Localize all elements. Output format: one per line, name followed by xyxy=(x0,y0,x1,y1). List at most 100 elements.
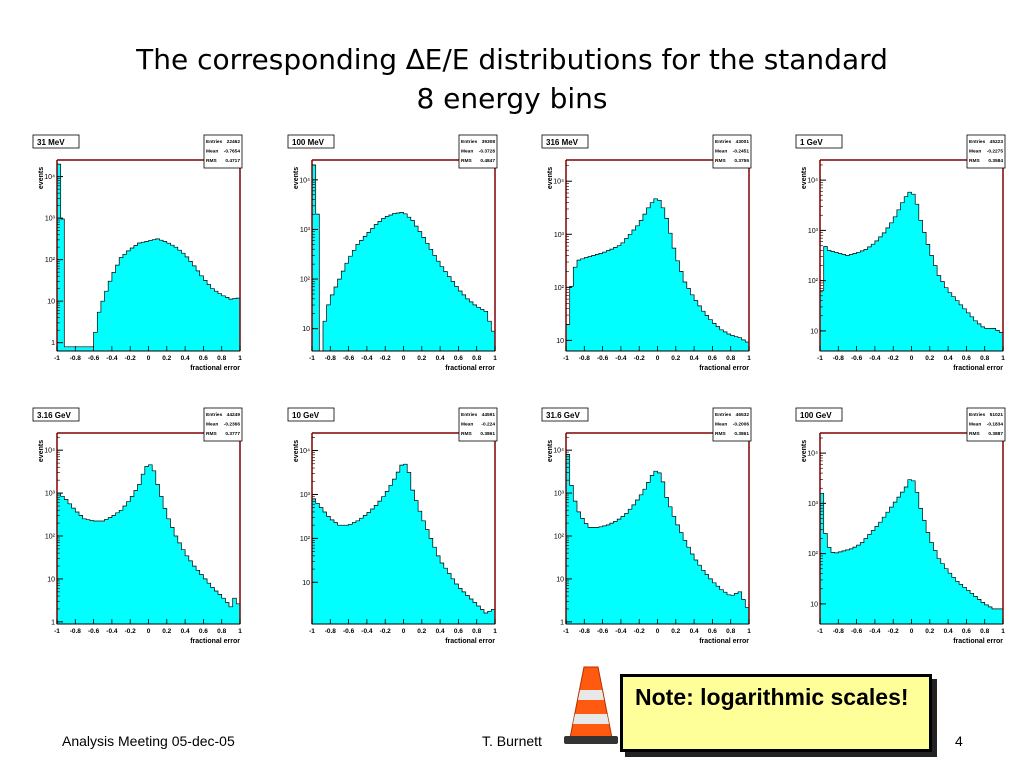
x-tick-label: 0.4 xyxy=(690,628,699,635)
y-tick-label: 10² xyxy=(808,551,819,558)
y-axis-label: events xyxy=(293,167,300,189)
x-tick-label: 0 xyxy=(147,628,151,635)
slide-title-line-1: The corresponding ∆E/E distributions for… xyxy=(136,43,888,76)
energy-label: 1 GeV xyxy=(800,138,823,147)
stats-label: RMS xyxy=(461,158,472,164)
histogram-svg: 10 10² 10³ 10⁴ -1 -0.8 -0.6 -0.4 -0.2 0 0.2 0.4 0.6 0… xyxy=(287,407,498,645)
x-axis-label: fractional error xyxy=(953,638,1003,645)
x-tick-label: 0.8 xyxy=(217,628,226,635)
x-tick-label: 0.8 xyxy=(980,628,989,635)
stats-label: Mean xyxy=(715,149,727,155)
y-tick-label: 10⁴ xyxy=(553,179,564,186)
energy-label-box xyxy=(287,407,335,422)
note-text: Note: logarithmic scales! xyxy=(635,684,909,710)
energy-label-box xyxy=(541,134,589,149)
stats-label: Entries xyxy=(206,139,223,145)
x-tick-label: 1 xyxy=(1001,355,1005,362)
stats-value: 22462 xyxy=(227,139,241,145)
x-tick-label: -0.8 xyxy=(325,355,337,362)
stats-label: Mean xyxy=(461,422,473,428)
x-tick-label: -0.6 xyxy=(851,628,863,635)
stats-value: 44591 xyxy=(482,412,496,418)
stats-value: 45223 xyxy=(990,139,1004,145)
stats-label: Entries xyxy=(715,412,732,418)
x-tick-label: 0.8 xyxy=(472,355,481,362)
x-tick-label: 0.2 xyxy=(417,355,426,362)
histogram-bars xyxy=(311,463,496,625)
histogram-panel-1gev: 10 10² 10³ 10⁴ -1 -0.8 -0.6 -0.4 -0.2 0 0.2 0.4 0.6 0… xyxy=(793,133,1007,373)
y-tick-label: 10⁴ xyxy=(807,451,818,458)
y-tick-label: 10⁴ xyxy=(44,448,55,455)
x-tick-label: -0.8 xyxy=(833,355,845,362)
stats-value: -0.2366 xyxy=(224,422,241,428)
x-tick-label: -0.4 xyxy=(361,355,373,362)
stats-value: 51021 xyxy=(990,412,1004,418)
x-tick-label: 0.6 xyxy=(708,628,717,635)
stats-box xyxy=(458,134,498,169)
energy-label: 3.16 GeV xyxy=(37,411,71,420)
histogram-bars xyxy=(56,464,241,625)
stats-label: RMS xyxy=(461,431,472,437)
x-tick-label: -0.4 xyxy=(106,628,118,635)
x-tick-label: -1 xyxy=(54,355,60,362)
histogram-svg: 1 10 10² 10³ 10⁴ -1 -0.8 -0.6 -0.4 -0.2 0 0.2 0.4 0.6… xyxy=(32,407,243,645)
x-tick-label: 0.8 xyxy=(726,628,735,635)
y-tick-label: 10 xyxy=(302,580,310,587)
x-tick-label: -0.6 xyxy=(597,628,609,635)
x-tick-label: 0.6 xyxy=(199,355,208,362)
y-axis-label: events xyxy=(547,167,554,189)
y-tick-label: 10³ xyxy=(554,232,565,239)
x-tick-label: -1 xyxy=(309,355,315,362)
x-tick-label: 0.2 xyxy=(925,628,934,635)
x-axis-label: fractional error xyxy=(190,638,240,645)
x-tick-label: 1 xyxy=(747,355,751,362)
stats-value: 0.3861 xyxy=(734,431,749,437)
histogram-bars xyxy=(311,164,496,352)
x-tick-label: -0.6 xyxy=(851,355,863,362)
y-tick-label: 10 xyxy=(810,601,818,608)
y-tick-label: 10⁴ xyxy=(807,178,818,185)
x-tick-label: 1 xyxy=(238,355,242,362)
y-axis-label: events xyxy=(293,440,300,462)
histogram-panel-100mev: 10 10² 10³ 10⁴ -1 -0.8 -0.6 -0.4 -0.2 0 0.2 0.4 0.6 0… xyxy=(285,133,499,373)
x-tick-label: 0 xyxy=(402,628,406,635)
stats-value: 0.4717 xyxy=(225,158,240,164)
stats-value: -0.224 xyxy=(481,422,495,428)
y-tick-label: 10³ xyxy=(45,216,56,223)
y-tick-label: 10 xyxy=(47,576,55,583)
stats-label: RMS xyxy=(715,431,726,437)
stats-box xyxy=(458,407,498,442)
energy-label: 316 MeV xyxy=(546,138,579,147)
stats-label: Mean xyxy=(969,422,981,428)
x-axis-label: fractional error xyxy=(445,638,495,645)
x-tick-label: -0.6 xyxy=(88,355,100,362)
energy-label: 10 GeV xyxy=(292,411,320,420)
x-tick-label: 0.2 xyxy=(671,628,680,635)
stats-box xyxy=(712,134,752,169)
x-axis-label: fractional error xyxy=(699,638,749,645)
stats-value: -0.2451 xyxy=(733,149,750,155)
x-tick-label: -1 xyxy=(54,628,60,635)
footer-center: T. Burnett xyxy=(482,733,542,749)
histogram-panel-3-16gev: 1 10 10² 10³ 10⁴ -1 -0.8 -0.6 -0.4 -0.2 0 0.2 0.4 0.6… xyxy=(30,406,244,646)
x-tick-label: -0.8 xyxy=(70,355,82,362)
histogram-bars xyxy=(565,198,750,352)
x-tick-label: 1 xyxy=(238,628,242,635)
y-tick-label: 10 xyxy=(810,328,818,335)
x-tick-label: -0.8 xyxy=(579,355,591,362)
x-tick-label: -0.6 xyxy=(343,628,355,635)
x-tick-label: 0.6 xyxy=(962,355,971,362)
x-tick-label: 0.2 xyxy=(671,355,680,362)
stats-value: -0.2006 xyxy=(733,422,750,428)
note-box: Note: logarithmic scales! xyxy=(620,674,932,752)
stats-label: RMS xyxy=(715,158,726,164)
y-tick-label: 10² xyxy=(45,257,56,264)
x-tick-label: 0.4 xyxy=(944,355,953,362)
energy-label-box xyxy=(32,407,80,422)
y-tick-label: 1 xyxy=(51,619,55,626)
x-tick-label: 0.4 xyxy=(436,628,445,635)
stats-value: 0.3777 xyxy=(225,431,240,437)
x-tick-label: 1 xyxy=(747,628,751,635)
stats-label: Mean xyxy=(206,149,218,155)
energy-label-box xyxy=(32,134,80,149)
